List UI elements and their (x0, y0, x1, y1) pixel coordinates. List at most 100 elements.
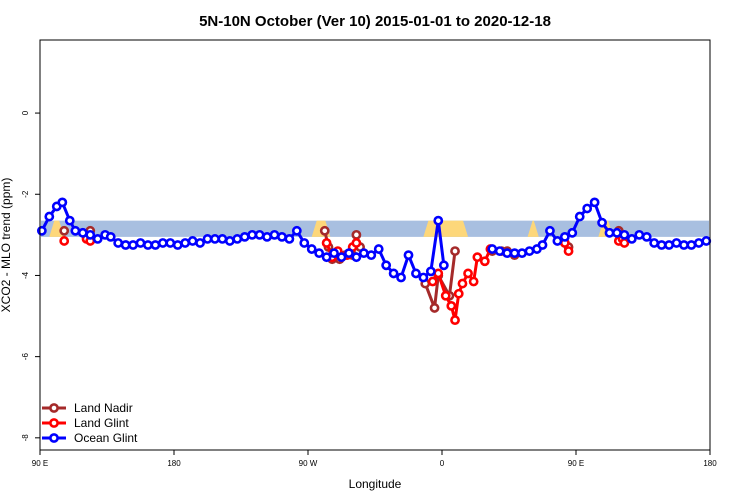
y-tick-label-2: -4 (21, 271, 30, 279)
data-point-2-44 (358, 248, 369, 259)
chart-title: 5N-10N October (Ver 10) 2015-01-01 to 20… (199, 13, 551, 30)
data-point-2-36 (299, 238, 310, 248)
data-point-2-56 (487, 244, 498, 254)
data-point-2-24 (210, 234, 220, 244)
data-point-2-74 (619, 229, 630, 240)
x-tick-label-1: 180 (167, 459, 181, 468)
data-point-2-39 (321, 252, 332, 263)
data-point-2-37 (306, 244, 317, 254)
data-point-2-40 (329, 248, 339, 259)
x-tick-label-3: 0 (440, 459, 445, 468)
legend-item-1: Land Glint (42, 416, 129, 430)
data-point-2-16 (150, 240, 161, 250)
data-point-1-15 (453, 288, 464, 299)
data-point-2-32 (269, 229, 280, 240)
data-point-2-19 (172, 240, 183, 250)
data-point-0-14 (450, 246, 460, 256)
data-point-0-8 (351, 229, 362, 240)
legend-swatch-marker (49, 433, 59, 443)
data-point-2-42 (344, 248, 354, 259)
data-point-2-22 (195, 238, 205, 248)
data-point-2-72 (604, 227, 615, 238)
legend-swatch-marker (49, 418, 59, 428)
x-tick-label-2: 90 W (299, 459, 318, 468)
band-highlight-2 (423, 220, 469, 237)
data-point-2-14 (135, 238, 146, 248)
data-point-2-48 (388, 268, 399, 279)
data-point-2-7 (85, 229, 96, 240)
plot-frame (39, 39, 711, 451)
data-point-2-12 (120, 240, 131, 250)
background-band (41, 220, 709, 237)
x-tick-label-0: 90 E (32, 459, 48, 468)
data-point-0-2 (319, 225, 330, 236)
data-point-1-13 (446, 300, 457, 311)
data-point-1-17 (463, 268, 473, 279)
legend-item-0: Land Nadir (42, 401, 133, 415)
data-point-1-14 (450, 315, 460, 325)
data-point-2-20 (180, 238, 191, 248)
data-point-1-26 (619, 238, 630, 248)
data-point-2-18 (165, 238, 176, 248)
data-point-2-61 (524, 246, 535, 256)
data-point-2-28 (239, 231, 250, 242)
data-point-2-17 (157, 238, 168, 248)
data-point-2-21 (187, 236, 198, 246)
legend-label: Ocean Glint (74, 431, 138, 445)
data-point-0-11 (429, 303, 440, 313)
data-point-2-26 (224, 236, 235, 246)
legend-label: Land Glint (74, 416, 129, 430)
y-axis-label: XCO2 - MLO trend (ppm) (0, 178, 13, 313)
data-point-1-12 (440, 290, 451, 301)
data-point-2-71 (597, 217, 607, 228)
legend-swatch-marker (49, 403, 59, 413)
data-point-1-3 (321, 238, 332, 248)
data-point-2-51 (411, 268, 421, 279)
plot-area (36, 197, 712, 325)
data-point-2-45 (366, 250, 377, 261)
y-axis: 0 -2 -4 -6 -8 (21, 110, 40, 441)
data-point-2-66 (559, 231, 570, 242)
data-point-2-70 (589, 197, 600, 208)
y-tick-label-0: 0 (21, 110, 30, 115)
series-ocean-glint (36, 197, 712, 283)
data-point-2-41 (336, 252, 347, 263)
data-point-2-46 (373, 244, 384, 254)
data-point-2-78 (649, 238, 660, 248)
x-axis: 90 E 180 90 W 0 90 E 180 (32, 450, 717, 468)
data-point-2-82 (679, 240, 689, 250)
data-point-2-35 (291, 225, 302, 236)
data-point-2-4 (64, 215, 75, 226)
data-point-2-52 (418, 272, 429, 283)
y-tick-label-3: -6 (21, 353, 30, 361)
data-point-2-33 (277, 231, 287, 242)
data-point-2-30 (254, 229, 265, 240)
data-point-2-23 (202, 234, 213, 244)
data-point-1-19 (472, 252, 483, 263)
data-point-2-64 (545, 225, 555, 236)
data-point-2-85 (701, 236, 712, 246)
data-point-2-3 (57, 197, 68, 208)
data-point-1-23 (563, 246, 574, 256)
series-land-nadir (59, 225, 624, 313)
data-point-2-11 (113, 238, 124, 248)
data-point-2-6 (77, 227, 88, 238)
legend-item-2: Ocean Glint (42, 431, 138, 445)
data-point-2-63 (537, 240, 548, 250)
data-point-2-27 (232, 234, 243, 244)
data-point-2-80 (664, 240, 674, 250)
x-axis-label: Longitude (349, 477, 402, 491)
data-point-2-50 (403, 250, 414, 261)
data-point-2-84 (693, 238, 704, 248)
band-highlight-3 (527, 220, 539, 237)
data-point-1-11 (433, 268, 444, 279)
data-point-2-31 (262, 231, 272, 242)
y-tick-label-4: -8 (21, 434, 30, 442)
data-point-2-68 (574, 211, 585, 222)
data-point-2-25 (217, 234, 228, 244)
data-point-2-79 (656, 240, 667, 250)
data-point-2-65 (552, 236, 563, 246)
x-tick-label-5: 180 (703, 459, 717, 468)
